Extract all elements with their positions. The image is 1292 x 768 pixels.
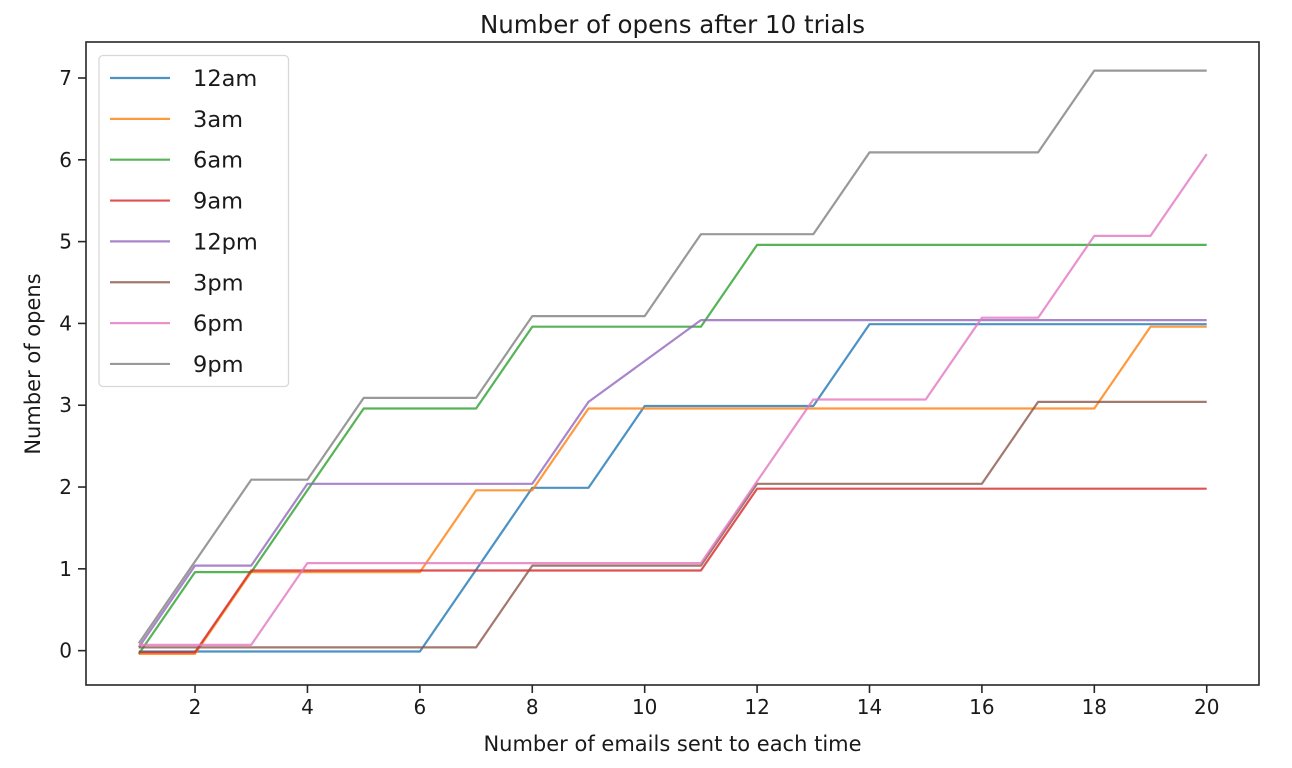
legend-label-12am: 12am — [193, 66, 257, 92]
legend-label-12pm: 12pm — [193, 229, 258, 255]
x-tick-label: 10 — [632, 695, 657, 719]
x-tick-label: 8 — [526, 695, 539, 719]
series-line-3am — [138, 325, 1207, 656]
series-line-6pm — [138, 153, 1208, 647]
y-tick-label: 6 — [59, 148, 72, 172]
x-tick-label: 16 — [969, 695, 994, 719]
x-tick-label: 6 — [413, 695, 426, 719]
y-tick-label: 2 — [59, 475, 72, 499]
y-tick-label: 3 — [59, 393, 72, 417]
legend-label-3pm: 3pm — [193, 270, 244, 296]
x-tick-label: 2 — [189, 695, 202, 719]
axes-frame — [85, 41, 1260, 686]
y-tick-label: 0 — [59, 639, 72, 663]
x-tick-label: 12 — [744, 695, 769, 719]
series-line-9pm — [137, 69, 1207, 644]
y-tick-label: 5 — [59, 230, 72, 254]
legend-box — [98, 54, 290, 388]
legend-label-6pm: 6pm — [193, 311, 244, 337]
x-tick-label: 14 — [857, 695, 882, 719]
legend-label-9pm: 9pm — [193, 352, 244, 378]
series-line-12pm — [137, 319, 1207, 649]
y-tick-label: 4 — [59, 311, 72, 335]
legend-label-9am: 9am — [193, 189, 243, 215]
series-line-3pm — [138, 400, 1207, 649]
x-tick-label: 18 — [1082, 695, 1107, 719]
legend-label-6am: 6am — [193, 148, 243, 174]
series-line-6am — [137, 243, 1207, 655]
x-axis-label: Number of emails sent to each time — [483, 732, 862, 756]
y-tick-label: 1 — [59, 557, 72, 581]
legend-label-3am: 3am — [193, 107, 243, 133]
y-tick-label: 7 — [59, 66, 72, 90]
x-tick-label: 4 — [301, 695, 314, 719]
chart-title: Number of opens after 10 trials — [479, 10, 866, 39]
series-line-9am — [138, 487, 1207, 654]
series-line-12am — [138, 323, 1207, 653]
x-tick-label: 20 — [1194, 695, 1219, 719]
